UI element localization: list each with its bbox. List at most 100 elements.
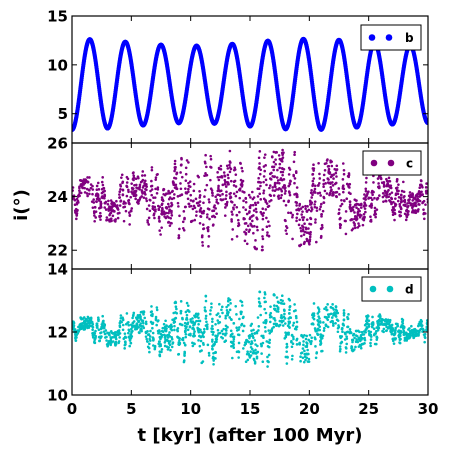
data-point-d	[363, 336, 366, 340]
data-point-c	[156, 188, 160, 191]
data-point-d	[172, 319, 176, 322]
data-point-c	[313, 190, 316, 193]
data-point-d	[391, 332, 394, 335]
data-point-d	[298, 342, 301, 346]
data-point-c	[94, 216, 98, 219]
data-point-d	[314, 329, 317, 332]
data-point-d	[367, 325, 371, 328]
data-point-d	[355, 340, 359, 343]
data-point-c	[187, 190, 190, 194]
data-point-c	[274, 185, 277, 189]
data-point-c	[242, 206, 245, 209]
data-point-d	[201, 332, 205, 335]
data-point-c	[398, 210, 401, 214]
data-point-c	[284, 204, 288, 207]
data-point-c	[313, 203, 316, 206]
data-point-d	[224, 316, 227, 320]
data-point-c	[92, 210, 96, 213]
data-point-c	[302, 216, 306, 219]
data-point-c	[357, 222, 360, 225]
data-point-d	[118, 321, 122, 325]
data-point-c	[228, 149, 232, 153]
legend-d-label: d	[405, 283, 414, 297]
data-point-c	[181, 220, 185, 224]
data-point-c	[204, 153, 207, 157]
data-point-c	[210, 215, 214, 218]
data-point-c	[394, 193, 398, 197]
data-point-c	[419, 183, 422, 187]
data-point-c	[402, 180, 405, 184]
data-point-c	[359, 206, 363, 209]
data-point-c	[178, 214, 181, 218]
data-point-c	[180, 193, 184, 196]
data-point-d	[117, 330, 120, 333]
data-point-c	[218, 194, 222, 197]
data-point-d	[376, 320, 379, 323]
data-point-d	[304, 358, 307, 362]
data-point-d	[386, 326, 390, 330]
data-point-c	[307, 208, 311, 212]
data-point-d	[177, 353, 180, 356]
data-point-c	[337, 187, 341, 190]
data-point-c	[348, 200, 352, 204]
data-point-c	[265, 225, 269, 229]
data-point-d	[252, 336, 255, 340]
data-point-d	[348, 328, 352, 331]
data-point-c	[292, 160, 296, 164]
data-point-d	[214, 323, 217, 326]
data-point-d	[176, 328, 179, 332]
data-point-d	[179, 309, 183, 313]
data-point-c	[205, 173, 209, 177]
data-point-c	[330, 188, 333, 192]
data-point-d	[184, 327, 187, 330]
data-point-d	[212, 330, 215, 334]
data-point-c	[89, 186, 93, 190]
data-point-c	[318, 172, 321, 176]
data-point-d	[240, 310, 243, 314]
data-point-c	[241, 179, 245, 183]
data-point-c	[318, 207, 322, 211]
data-point-c	[232, 192, 236, 195]
data-point-c	[254, 203, 258, 207]
data-point-d	[210, 327, 214, 330]
data-point-d	[332, 324, 335, 327]
data-point-d	[231, 356, 234, 360]
data-point-c	[73, 198, 76, 201]
data-point-d	[394, 326, 397, 330]
data-point-c	[312, 177, 316, 180]
data-point-d	[175, 307, 178, 311]
data-point-d	[318, 317, 321, 320]
data-point-c	[233, 168, 237, 171]
data-point-c	[296, 208, 300, 211]
data-point-c	[364, 187, 368, 191]
data-point-d	[357, 336, 361, 340]
data-point-d	[241, 329, 245, 333]
data-point-d	[417, 334, 420, 337]
data-point-c	[344, 219, 347, 223]
data-point-c	[225, 202, 229, 206]
data-point-c	[118, 211, 121, 215]
data-point-d	[181, 336, 185, 340]
data-point-d	[156, 319, 160, 323]
data-point-c	[376, 196, 380, 200]
data-point-d	[147, 333, 151, 336]
data-point-c	[232, 184, 236, 187]
data-point-c	[266, 231, 269, 234]
data-point-c	[315, 209, 319, 212]
data-point-d	[185, 301, 189, 305]
data-point-d	[414, 331, 417, 334]
data-point-c	[98, 198, 101, 201]
data-point-d	[209, 312, 212, 316]
data-point-d	[121, 323, 125, 327]
data-point-d	[148, 350, 151, 354]
data-point-d	[195, 319, 198, 323]
data-point-c	[256, 228, 259, 232]
data-point-d	[218, 315, 222, 318]
data-point-d	[191, 344, 195, 348]
data-point-d	[301, 335, 305, 339]
data-point-d	[314, 356, 318, 360]
data-point-c	[151, 207, 155, 210]
y-tick-label: 15	[47, 8, 68, 26]
data-point-d	[345, 330, 349, 334]
data-point-c	[127, 201, 131, 205]
